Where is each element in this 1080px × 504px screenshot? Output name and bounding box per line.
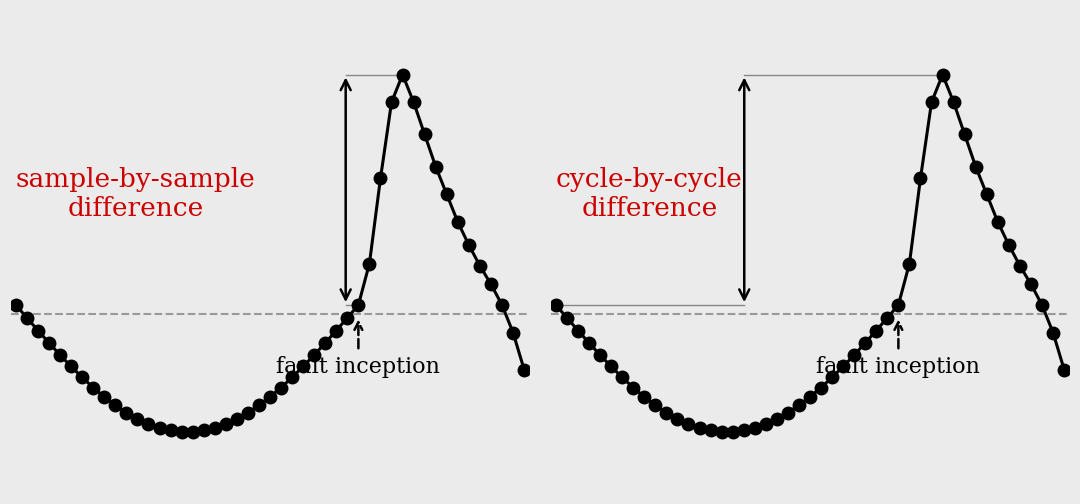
Text: fault inception: fault inception [816, 356, 981, 377]
Text: fault inception: fault inception [276, 356, 441, 377]
Text: cycle-by-cycle
difference: cycle-by-cycle difference [556, 167, 743, 221]
Text: sample-by-sample
difference: sample-by-sample difference [16, 167, 256, 221]
